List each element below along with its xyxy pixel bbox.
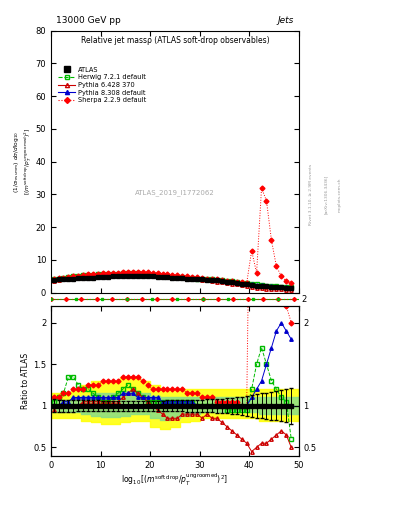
Text: Rivet 3.1.10, ≥ 2.9M events: Rivet 3.1.10, ≥ 2.9M events (309, 164, 312, 225)
Text: 2: 2 (301, 295, 307, 304)
Y-axis label: Ratio to ATLAS: Ratio to ATLAS (21, 353, 30, 409)
Text: ATLAS_2019_I1772062: ATLAS_2019_I1772062 (135, 190, 215, 197)
Y-axis label: $(1/\sigma_{\mathrm{resumm}})$ $d\sigma/d\log_{10}$
[$({m^{\mathrm{soft\,drop}}}: $(1/\sigma_{\mathrm{resumm}})$ $d\sigma/… (12, 128, 34, 195)
Text: Jets: Jets (277, 16, 294, 26)
Text: [arXiv:1306.3436]: [arXiv:1306.3436] (324, 175, 328, 214)
Text: 13000 GeV pp: 13000 GeV pp (56, 16, 121, 26)
Text: mcplots.cern.ch: mcplots.cern.ch (338, 177, 342, 212)
Text: Relative jet massρ (ATLAS soft-drop observables): Relative jet massρ (ATLAS soft-drop obse… (81, 36, 269, 45)
Legend: ATLAS, Herwig 7.2.1 default, Pythia 6.428 370, Pythia 8.308 default, Sherpa 2.2.: ATLAS, Herwig 7.2.1 default, Pythia 6.42… (57, 66, 148, 105)
X-axis label: $\log_{10}$[$(m^{\mathrm{soft\,drop}}/p_T^{\mathrm{ungroomed}})^2$]: $\log_{10}$[$(m^{\mathrm{soft\,drop}}/p_… (121, 472, 228, 488)
